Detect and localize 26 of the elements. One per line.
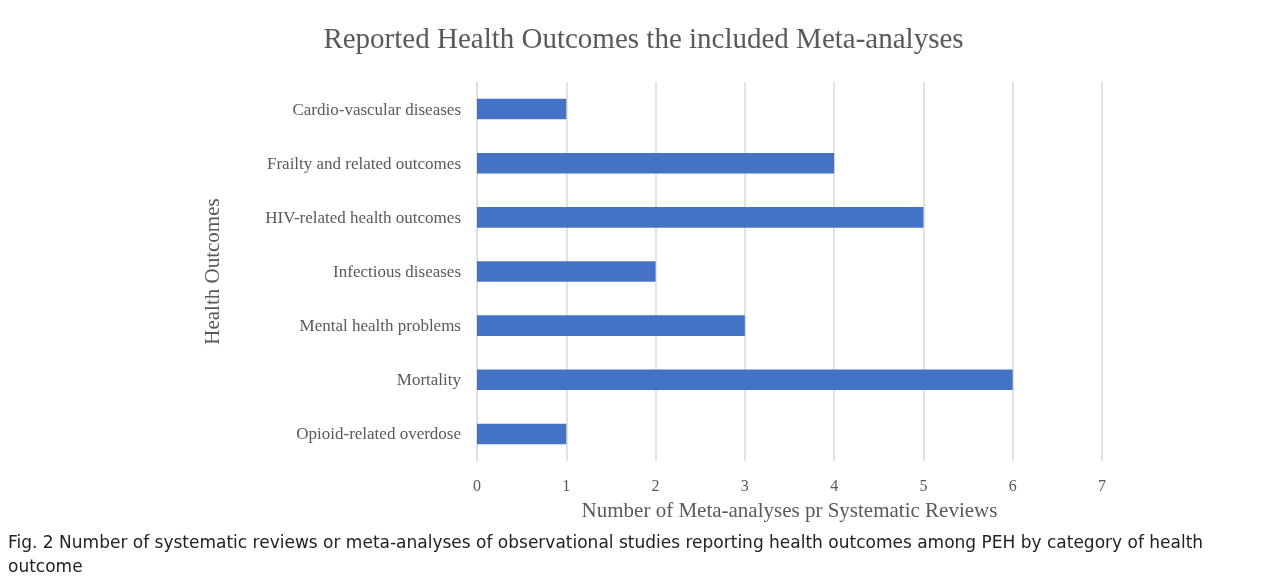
x-tick-label: 2 [651,476,660,494]
bar [477,98,567,120]
x-tick-label: 4 [830,476,839,494]
x-tick-label: 1 [562,476,571,494]
x-tick-label: 7 [1098,476,1106,494]
x-tick-label: 6 [1008,476,1017,494]
y-tick-label: Cardio-vascular diseases [292,99,461,119]
y-tick-label: Frailty and related outcomes [266,153,461,173]
bar [477,369,1013,391]
x-tick-label: 0 [473,476,481,494]
y-axis-title: Health Outcomes [199,198,224,345]
y-tick-label: Opioid-related overdose [296,424,461,444]
bar [477,423,567,445]
bar [477,152,835,174]
x-tick-label: 5 [919,476,928,494]
y-tick-label: HIV-related health outcomes [265,207,461,227]
y-tick-label: Mortality [396,370,462,390]
y-tick-label: Mental health problems [299,316,461,336]
bar [477,261,656,282]
caption: Fig. 2 Number of systematic reviews or meta-analyses of observational studies reporting health outcomes among PEH by category of health outcome [8,531,1205,578]
x-tick-label: 3 [740,476,749,494]
x-axis-title: Number of Meta-analyses pr Systematic Reviews [581,497,998,522]
y-tick-label: Infectious diseases [333,262,461,281]
bar [477,315,745,336]
bar [477,207,924,228]
chart-title: Reported Health Outcomes the included Meta-analyses [323,21,964,54]
